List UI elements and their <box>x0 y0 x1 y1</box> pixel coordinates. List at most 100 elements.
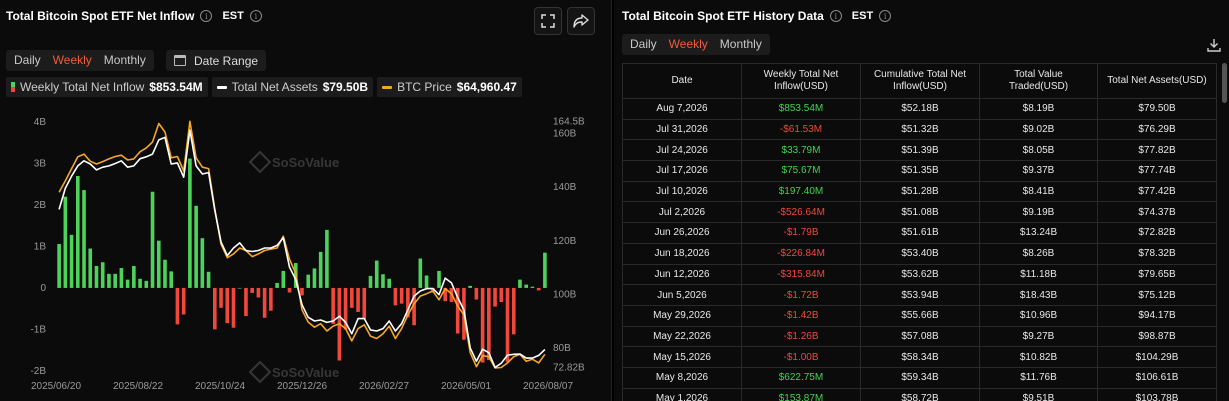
tab-daily[interactable]: Daily <box>630 37 657 51</box>
inflow-bar <box>300 287 304 296</box>
tab-weekly[interactable]: Weekly <box>668 37 708 51</box>
info-icon[interactable]: i <box>879 10 892 22</box>
table-row: May 15,2026 -$1.00B $58.34B $10.82B $104.29B <box>622 346 1217 368</box>
tab-weekly[interactable]: Weekly <box>52 53 92 67</box>
table-cell: $853.54M <box>741 98 861 120</box>
y-right-tick-label: 100B <box>553 289 577 300</box>
table-scrollbar[interactable] <box>1222 63 1227 103</box>
history-table-wrapper[interactable]: Date Weekly Total Net Inflow(USD) Cumula… <box>622 63 1222 401</box>
table-header-row: Date Weekly Total Net Inflow(USD) Cumula… <box>622 63 1217 99</box>
table-cell: $51.61B <box>860 222 980 244</box>
table-cell: Aug 7,2026 <box>622 98 742 120</box>
table-row: May 29,2026 -$1.42B $55.66B $10.96B $94.17B <box>622 304 1217 327</box>
y-right-tick-label: 80B <box>553 343 571 354</box>
y-right-tick-label: 140B <box>553 182 577 193</box>
y-left-tick-label: 3B <box>34 159 47 170</box>
y-left-tick-label: 4B <box>34 117 47 128</box>
y-right-tick-label: 164.5B <box>553 116 585 127</box>
table-cell: $59.34B <box>860 366 980 389</box>
table-cell: $9.19B <box>979 201 1098 224</box>
inflow-bar <box>150 191 155 288</box>
table-cell: $622.75M <box>741 366 861 389</box>
legend-value: $853.54M <box>149 80 203 94</box>
table-row: Aug 7,2026 $853.54M $52.18B $8.19B $79.50B <box>622 98 1217 120</box>
chart-legend: Weekly Total Net Inflow $853.54M Total N… <box>6 77 522 97</box>
tab-monthly[interactable]: Monthly <box>103 53 146 67</box>
table-row: Jul 10,2026 $197.40M $51.28B $8.41B $77.42B <box>622 180 1217 203</box>
tab-daily[interactable]: Daily <box>14 53 41 67</box>
inflow-bar <box>256 287 261 298</box>
inflow-bar <box>543 252 547 288</box>
inflow-bar <box>505 287 510 363</box>
inflow-bar <box>88 248 93 288</box>
column-header-net-assets[interactable]: Total Net Assets(USD) <box>1097 63 1217 99</box>
table-body: Aug 7,2026 $853.54M $52.18B $8.19B $79.50B Ju… <box>622 98 1217 401</box>
table-cell: $13.24B <box>979 222 1098 244</box>
inflow-bar <box>487 287 491 361</box>
legend-value: $79.50B <box>322 80 369 94</box>
column-header-date[interactable]: Date <box>622 63 742 99</box>
table-cell: $8.05B <box>979 139 1098 162</box>
inflow-bar <box>393 287 398 306</box>
table-row: Jun 26,2026 -$1.79B $51.61B $13.24B $72.82B <box>622 222 1217 244</box>
table-cell: -$1.72B <box>741 284 861 306</box>
inflow-bar <box>474 287 479 300</box>
inflow-bar <box>318 251 323 288</box>
info-icon[interactable]: i <box>200 10 213 22</box>
table-cell: -$526.64M <box>741 201 861 224</box>
table-cell: $51.39B <box>860 139 980 162</box>
table-title-row: Total Bitcoin Spot ETF History Data i ES… <box>622 9 892 23</box>
table-cell: -$226.84M <box>741 242 861 265</box>
table-cell: $77.42B <box>1097 180 1217 203</box>
x-tick-label: 2025/10/24 <box>195 381 245 392</box>
table-cell: $79.65B <box>1097 263 1217 286</box>
table-cell: $51.32B <box>860 118 980 141</box>
expand-button[interactable] <box>534 7 562 35</box>
table-cell: May 15,2026 <box>622 346 742 368</box>
table-cell: $9.51B <box>979 387 1098 401</box>
table-cell: $9.02B <box>979 118 1098 141</box>
column-header-value-traded[interactable]: Total Value Traded(USD) <box>979 63 1098 99</box>
table-cell: $106.61B <box>1097 366 1217 389</box>
table-cell: Jun 26,2026 <box>622 222 742 244</box>
bar-swatch-icon <box>11 82 15 92</box>
table-cell: -$1.26B <box>741 325 861 348</box>
inflow-bar <box>57 243 61 288</box>
info-icon[interactable]: i <box>249 10 262 22</box>
table-cell: -$1.79B <box>741 222 861 244</box>
legend-net-assets[interactable]: Total Net Assets $79.50B <box>211 77 374 97</box>
table-cell: Jun 5,2026 <box>622 284 742 306</box>
table-cell: $78.32B <box>1097 242 1217 265</box>
table-cell: $33.79M <box>741 139 861 162</box>
table-cell: $77.74B <box>1097 160 1217 182</box>
inflow-bar <box>194 205 198 288</box>
inflow-bar <box>356 287 360 312</box>
inflow-bar <box>94 265 99 288</box>
x-tick-label: 2026/08/07 <box>523 381 573 392</box>
tab-monthly[interactable]: Monthly <box>719 37 762 51</box>
legend-net-inflow[interactable]: Weekly Total Net Inflow $853.54M <box>6 77 208 97</box>
expand-icon <box>541 14 555 28</box>
inflow-bar <box>262 287 267 318</box>
inflow-bar <box>362 287 367 320</box>
table-cell: $94.17B <box>1097 304 1217 327</box>
column-header-net-inflow[interactable]: Weekly Total Net Inflow(USD) <box>741 63 861 99</box>
date-range-button[interactable]: Date Range <box>166 50 267 71</box>
inflow-bar <box>175 287 180 325</box>
history-table: Date Weekly Total Net Inflow(USD) Cumula… <box>622 63 1217 401</box>
y-left-tick-label: -2B <box>30 366 46 377</box>
inflow-bar <box>374 260 379 288</box>
column-header-cumulative[interactable]: Cumulative Total Net Inflow(USD) <box>860 63 980 99</box>
share-button[interactable] <box>567 7 595 35</box>
legend-btc-price[interactable]: BTC Price $64,960.47 <box>377 77 522 97</box>
inflow-bar <box>188 158 192 288</box>
table-cell: $9.37B <box>979 160 1098 182</box>
inflow-bar <box>75 175 80 288</box>
inflow-bar <box>536 287 541 291</box>
inflow-bar <box>200 238 205 288</box>
download-icon[interactable] <box>1207 38 1221 52</box>
table-cell: $75.12B <box>1097 284 1217 306</box>
info-icon[interactable]: i <box>829 10 842 22</box>
inflow-bar <box>480 287 485 363</box>
